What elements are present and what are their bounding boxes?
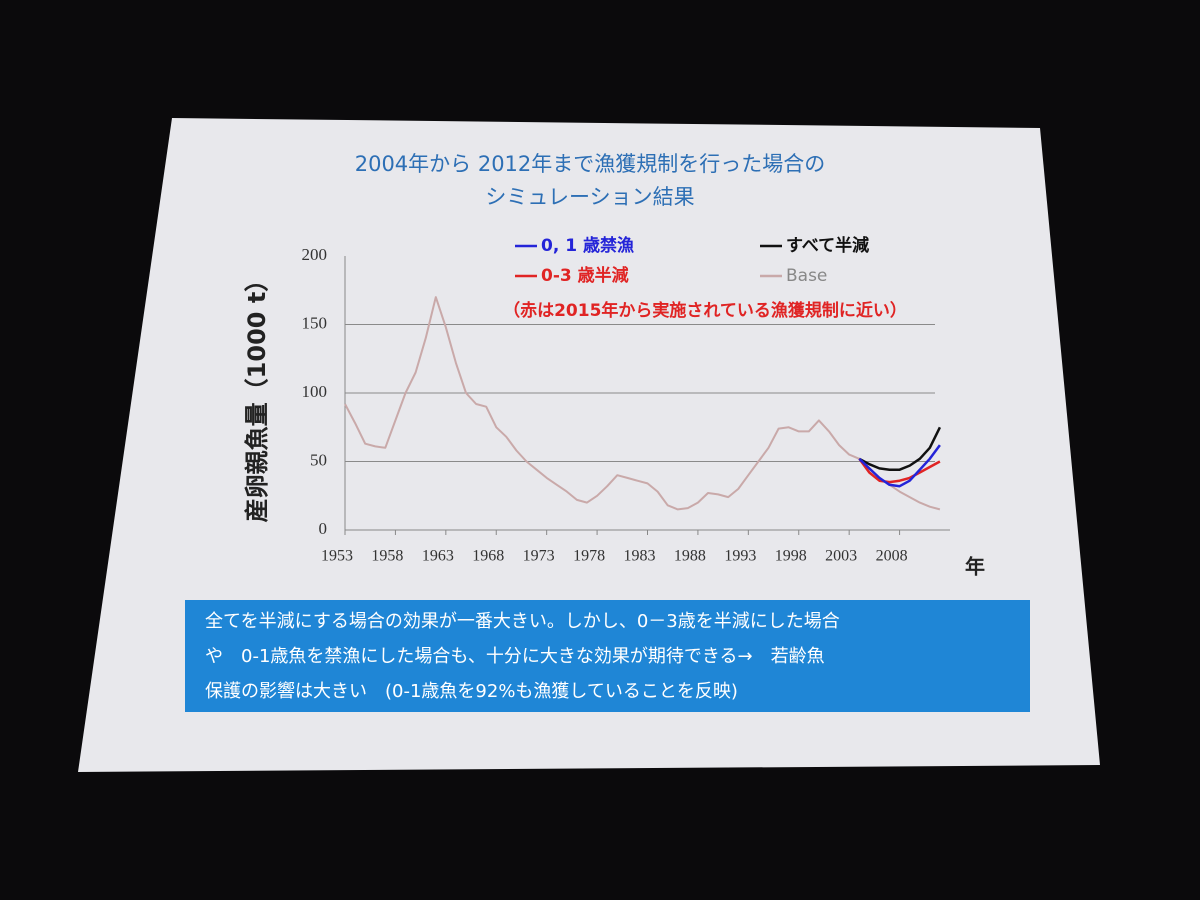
legend-label: Base <box>786 266 827 286</box>
note-line: や 0-1歳魚を禁漁にした場合も、十分に大きな効果が期待できる→ 若齢魚 <box>205 646 825 667</box>
x-tick-label: 2003 <box>825 548 857 565</box>
y-tick-label: 200 <box>302 245 328 264</box>
series-line <box>858 426 942 471</box>
x-tick-label: 1953 <box>321 548 353 565</box>
x-tick-label: 1963 <box>422 548 454 565</box>
note-box <box>185 600 1030 712</box>
y-axis-label: 産卵親魚量（1000 t） <box>243 268 271 523</box>
x-tick-label: 1998 <box>775 548 807 565</box>
x-tick-label: 1958 <box>371 548 403 565</box>
x-tick-label: 1988 <box>674 548 706 565</box>
series-line <box>344 296 941 511</box>
note-line: 全てを半減にする場合の効果が一番大きい。しかし、0－3歳を半減にした場合 <box>205 611 840 632</box>
series-line <box>858 444 941 488</box>
legend-label: すべて半減 <box>786 235 869 256</box>
y-tick-label: 100 <box>302 382 328 401</box>
x-tick-label: 2008 <box>876 548 908 565</box>
chart-subtitle: シミュレーション結果 <box>485 185 694 209</box>
x-tick-label: 1973 <box>523 548 555 565</box>
y-tick-label: 50 <box>310 450 327 469</box>
legend-label: 0-3 歳半減 <box>541 265 629 286</box>
x-tick-label: 1983 <box>624 548 656 565</box>
note-line: 保護の影響は大きい (0-1歳魚を92%も漁獲していることを反映) <box>205 681 738 702</box>
series-line <box>858 458 941 484</box>
plot: 0 50 100 150 200 1953 1958 1963 1968 1973 1978 1983… <box>302 235 950 565</box>
x-tick-label: 1968 <box>472 548 504 565</box>
chart-title: 2004年から 2012年まで漁獲規制を行った場合の <box>355 152 826 176</box>
x-axis-label: 年 <box>965 555 985 579</box>
y-tick-label: 150 <box>302 313 328 332</box>
y-tick-label: 0 <box>319 519 328 538</box>
x-tick-label: 1993 <box>724 548 756 565</box>
legend-label: 0, 1 歳禁漁 <box>541 235 634 256</box>
annotation: （赤は2015年から実施されている漁獲規制に近い） <box>503 300 907 321</box>
x-tick-label: 1978 <box>573 548 605 565</box>
